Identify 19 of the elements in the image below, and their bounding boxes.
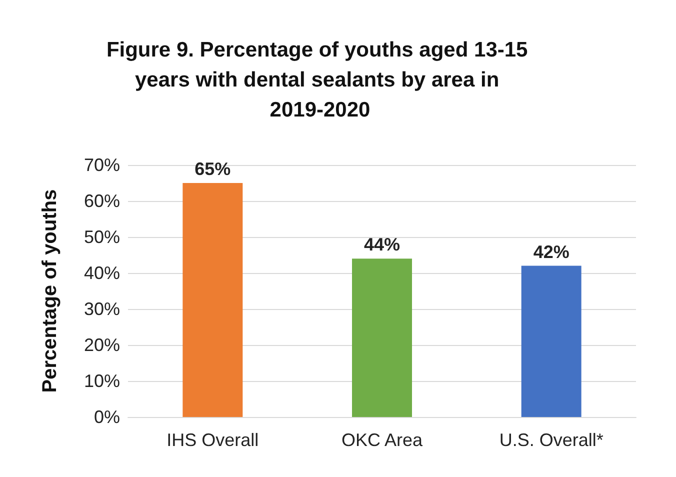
- y-tick-label: 50%: [84, 227, 120, 247]
- y-axis-title: Percentage of youths: [39, 189, 61, 393]
- bar: [521, 266, 582, 417]
- y-tick-label: 0%: [94, 407, 120, 427]
- data-label: 65%: [194, 159, 231, 179]
- y-tick-label: 40%: [84, 263, 120, 283]
- y-tick-label: 20%: [84, 335, 120, 355]
- y-tick-label: 70%: [84, 155, 120, 175]
- data-label: 42%: [533, 242, 570, 262]
- x-tick-label: U.S. Overall*: [499, 430, 604, 450]
- y-tick-label: 30%: [84, 299, 120, 319]
- x-tick-label: IHS Overall: [166, 430, 259, 450]
- chart-title: Figure 9. Percentage of youths aged 13-15 years with dental sealants by area in 2019-2020: [106, 38, 534, 122]
- bar: [352, 258, 412, 417]
- x-tick-label: OKC Area: [341, 430, 424, 450]
- y-tick-label: 60%: [84, 191, 120, 211]
- data-label: 44%: [364, 234, 400, 255]
- bar: [182, 183, 243, 417]
- y-tick-label: 10%: [84, 371, 120, 391]
